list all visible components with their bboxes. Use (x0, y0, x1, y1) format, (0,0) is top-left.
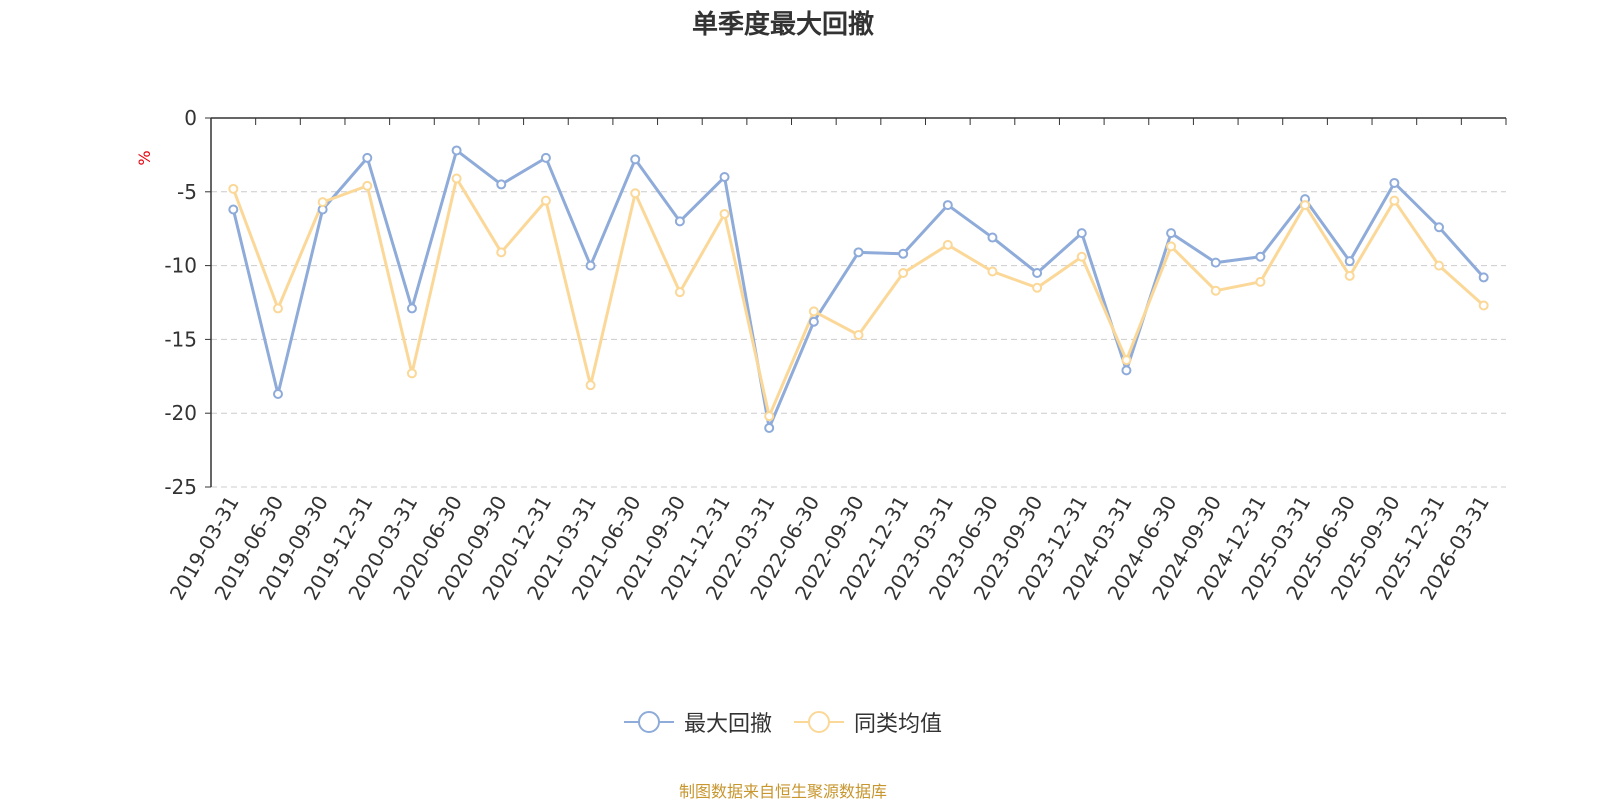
chart-plot: 0-5-10-15-20-252019-03-312019-06-302019-… (135, 106, 1507, 604)
data-point-max-drawdown (585, 260, 596, 271)
series-line-peer-average (231, 177, 1485, 418)
data-point-peer-average (1300, 200, 1311, 211)
source-note: 制图数据来自恒生聚源数据库 (678, 782, 887, 801)
data-point-max-drawdown (987, 232, 998, 243)
data-point-max-drawdown (898, 248, 909, 259)
legend-item-max-drawdown[interactable]: 最大回撤 (623, 706, 772, 738)
data-point-max-drawdown (272, 389, 283, 400)
data-point-peer-average (317, 197, 328, 208)
data-point-max-drawdown (1478, 272, 1489, 283)
legend-symbol (623, 711, 674, 733)
data-point-peer-average (674, 287, 685, 298)
data-point-max-drawdown (1434, 222, 1445, 233)
legend-label: 最大回撤 (683, 712, 772, 737)
data-point-peer-average (719, 208, 730, 219)
legend-label: 同类均值 (854, 712, 943, 737)
data-point-peer-average (1344, 270, 1355, 281)
data-point-max-drawdown (1121, 365, 1132, 376)
data-point-peer-average (228, 183, 239, 194)
data-point-max-drawdown (451, 145, 462, 156)
data-point-peer-average (585, 380, 596, 391)
data-point-peer-average (1076, 251, 1087, 262)
data-point-peer-average (406, 368, 417, 379)
series-lines (228, 145, 1489, 433)
data-point-peer-average (1478, 300, 1489, 311)
data-point-peer-average (540, 195, 551, 206)
y-tick-label: -20 (164, 401, 197, 425)
data-point-max-drawdown (1255, 251, 1266, 262)
data-point-max-drawdown (1389, 177, 1400, 188)
data-point-peer-average (1389, 195, 1400, 206)
data-point-max-drawdown (496, 179, 507, 190)
y-axis-unit-label: % (135, 150, 154, 165)
data-point-peer-average (942, 239, 953, 250)
data-point-peer-average (764, 411, 775, 422)
data-point-max-drawdown (1166, 228, 1177, 239)
chart-title: 单季度最大回撤 (691, 10, 874, 40)
data-point-max-drawdown (674, 216, 685, 227)
y-tick-label: -25 (164, 475, 197, 499)
data-point-max-drawdown (1076, 228, 1087, 239)
data-point-max-drawdown (540, 152, 551, 163)
data-point-max-drawdown (1032, 267, 1043, 278)
y-tick-label: -15 (164, 327, 197, 351)
data-point-max-drawdown (406, 303, 417, 314)
data-point-max-drawdown (942, 200, 953, 211)
data-point-peer-average (853, 329, 864, 340)
legend: 最大回撤 同类均值 (0, 706, 1566, 738)
data-point-peer-average (451, 173, 462, 184)
data-point-peer-average (1434, 260, 1445, 271)
data-point-peer-average (1032, 282, 1043, 293)
data-point-max-drawdown (1210, 257, 1221, 268)
data-point-peer-average (1166, 241, 1177, 252)
data-point-peer-average (898, 267, 909, 278)
data-point-peer-average (1210, 285, 1221, 296)
data-point-peer-average (272, 303, 283, 314)
data-point-peer-average (808, 306, 819, 317)
data-point-max-drawdown (630, 154, 641, 165)
grid-lines (211, 191, 1506, 488)
data-point-peer-average (987, 266, 998, 277)
y-tick-label: -5 (177, 180, 197, 204)
data-point-max-drawdown (719, 172, 730, 183)
data-point-peer-average (1255, 276, 1266, 287)
legend-item-peer-average[interactable]: 同类均值 (794, 706, 942, 738)
data-point-peer-average (362, 180, 373, 191)
axes: 0-5-10-15-20-252019-03-312019-06-302019-… (164, 106, 1507, 604)
data-point-max-drawdown (764, 422, 775, 433)
y-tick-label: 0 (184, 106, 197, 130)
data-point-max-drawdown (1344, 256, 1355, 267)
y-tick-label: -10 (164, 254, 197, 278)
data-point-peer-average (1121, 355, 1132, 366)
data-point-peer-average (630, 188, 641, 199)
data-point-max-drawdown (853, 247, 864, 258)
data-point-max-drawdown (362, 152, 373, 163)
data-point-max-drawdown (808, 316, 819, 327)
data-point-max-drawdown (228, 204, 239, 215)
legend-symbol (794, 711, 844, 733)
data-point-peer-average (496, 247, 507, 258)
